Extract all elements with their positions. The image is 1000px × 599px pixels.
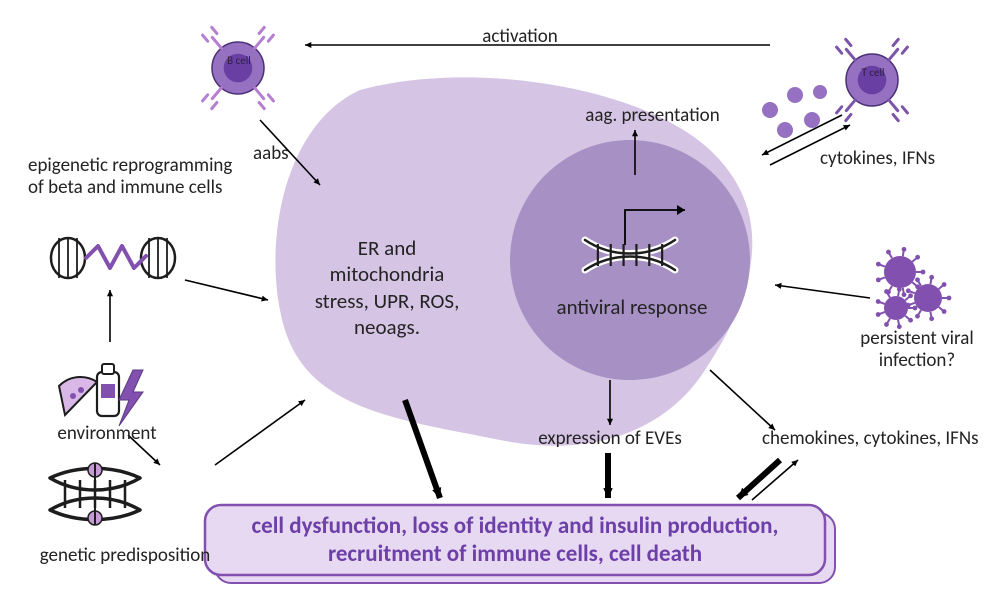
cytokine-dot-4 bbox=[813, 85, 827, 99]
label-aabs: aabs bbox=[253, 143, 289, 165]
arrow-nuc-to-chemo bbox=[710, 370, 775, 430]
dna-icon bbox=[50, 463, 140, 525]
label-antiviral: antiviral response bbox=[547, 295, 717, 319]
cytokine-dot-0 bbox=[762, 102, 778, 118]
outcome-text: cell dysfunction, loss of identity and i… bbox=[215, 513, 815, 568]
cytokine-dot-1 bbox=[787, 87, 803, 103]
b-cell-icon bbox=[203, 27, 274, 108]
chromosome-icon bbox=[51, 238, 175, 278]
label-tcell: T cell bbox=[858, 67, 888, 80]
label-aag: aag. presentation bbox=[565, 105, 740, 127]
arrow-virus-to-nuc bbox=[775, 283, 870, 298]
arrow-env-to-epi bbox=[107, 290, 113, 342]
t-cell-icon bbox=[837, 39, 908, 120]
label-epigenetic: epigenetic reprogramming of beta and imm… bbox=[28, 155, 238, 199]
cytokine-dot-2 bbox=[804, 112, 820, 128]
label-environment: environment bbox=[42, 423, 172, 445]
label-genetic: genetic predisposition bbox=[20, 545, 230, 567]
label-chemokines: chemokines, cytokines, IFNs bbox=[762, 428, 982, 450]
virus-icon bbox=[876, 287, 918, 329]
label-er-stress: ER and mitochondria stress, UPR, ROS, ne… bbox=[302, 235, 472, 340]
label-eves: expression of EVEs bbox=[520, 428, 700, 450]
label-persistent: persistent viral infection? bbox=[842, 328, 992, 372]
arrow-eves-to-out bbox=[603, 453, 613, 498]
diagram-canvas bbox=[0, 0, 1000, 594]
arrow-gen-to-blob bbox=[215, 400, 305, 465]
cytokine-dot-3 bbox=[777, 122, 793, 138]
label-activation: activation bbox=[460, 26, 580, 48]
arrow-epi-to-blob bbox=[185, 280, 268, 301]
environment-icons bbox=[59, 364, 143, 426]
label-bcell: B cell bbox=[224, 55, 254, 68]
label-cyto-ifns: cytokines, IFNs bbox=[820, 148, 935, 170]
arrow-chemo-to-out bbox=[738, 460, 780, 498]
